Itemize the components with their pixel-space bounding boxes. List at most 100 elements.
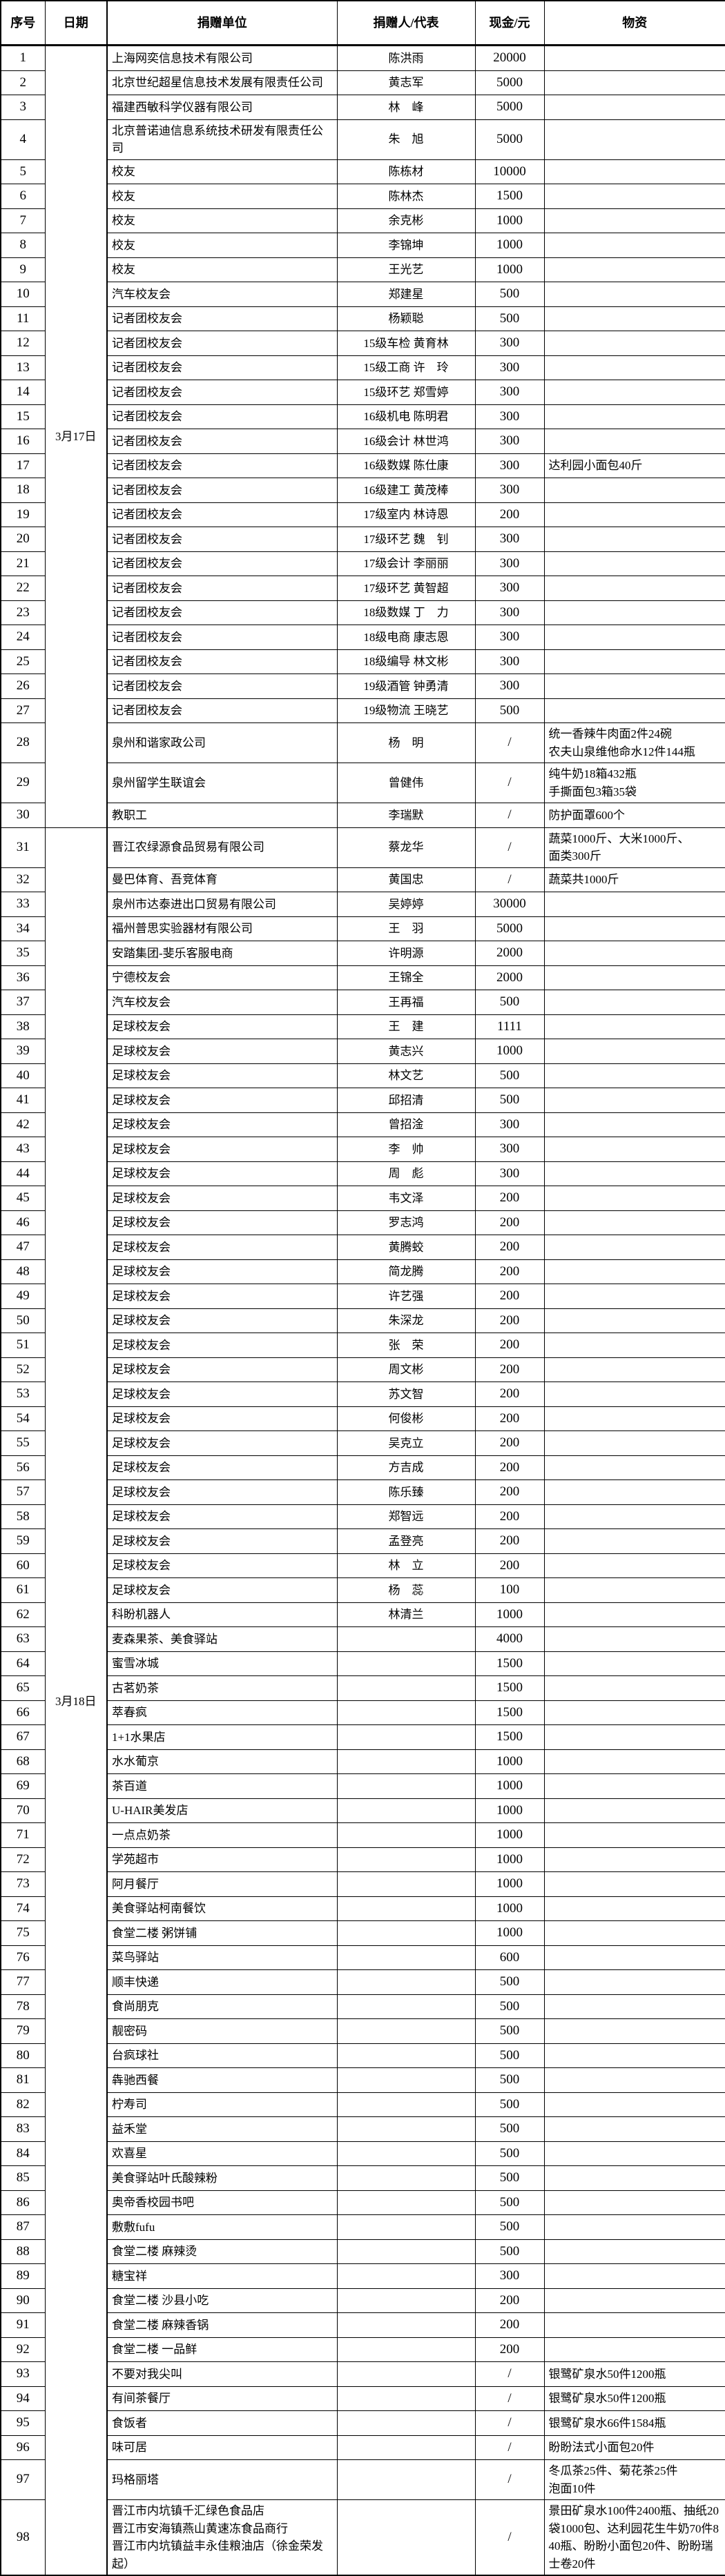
row-number-cell: 1 — [0, 45, 46, 71]
donor-unit-cell: 晋江市内坑镇千汇绿色食品店 晋江市安海镇燕山黄速冻食品商行 晋江市内坑镇益丰永佳… — [106, 2499, 338, 2576]
goods-cell — [543, 2092, 725, 2117]
donor-unit-cell: 记者团校友会 — [106, 404, 338, 429]
cash-amount-cell: 1111 — [474, 1014, 545, 1039]
donor-unit-cell: 玛格丽塔 — [106, 2459, 338, 2500]
row-number-cell: 67 — [0, 1724, 46, 1750]
row-number-cell: 8 — [0, 233, 46, 258]
goods-cell — [543, 1186, 725, 1211]
cash-amount-cell: 300 — [474, 404, 545, 429]
donor-unit-cell: 校友 — [106, 184, 338, 209]
representative-cell — [336, 2141, 476, 2166]
cash-amount-cell: 500 — [474, 698, 545, 723]
goods-cell — [543, 1161, 725, 1186]
representative-cell: 16级数媒 陈仕康 — [336, 453, 476, 478]
goods-cell — [543, 1651, 725, 1676]
table-row: 8 校友 李锦坤 1000 — [0, 233, 725, 258]
donor-unit-cell: 足球校友会 — [106, 1382, 338, 1407]
goods-cell — [543, 184, 725, 209]
table-row: 5 校友 陈栋材 10000 — [0, 159, 725, 184]
row-number-cell: 86 — [0, 2190, 46, 2215]
goods-cell — [543, 306, 725, 331]
goods-cell — [543, 1357, 725, 1382]
donor-unit-cell: 糖宝祥 — [106, 2263, 338, 2289]
table-row: 20 记者团校友会 17级环艺 魏 钊 300 — [0, 527, 725, 552]
cash-amount-cell: 500 — [474, 990, 545, 1015]
representative-cell: 张 荣 — [336, 1333, 476, 1358]
donor-unit-cell: 记者团校友会 — [106, 527, 338, 552]
representative-cell — [336, 2361, 476, 2387]
cash-amount-cell: 1000 — [474, 208, 545, 233]
donor-unit-cell: 记者团校友会 — [106, 380, 338, 405]
donor-unit-cell: 有间茶餐厅 — [106, 2386, 338, 2411]
representative-cell: 陈乐臻 — [336, 1479, 476, 1505]
row-number-cell: 47 — [0, 1235, 46, 1260]
donor-unit-cell: 记者团校友会 — [106, 674, 338, 699]
table-row: 71 一点点奶茶 1000 — [0, 1822, 725, 1848]
table-row: 24 记者团校友会 18级电商 康志恩 300 — [0, 625, 725, 650]
representative-cell: 蔡龙华 — [336, 827, 476, 868]
representative-cell: 18级数媒 丁 力 — [336, 600, 476, 625]
donor-unit-cell: 足球校友会 — [106, 1088, 338, 1113]
representative-cell — [336, 1626, 476, 1652]
table-row: 84 欢喜星 500 — [0, 2141, 725, 2166]
table-row: 69 茶百道 1000 — [0, 1773, 725, 1799]
representative-cell: 16级建工 黄茂棒 — [336, 478, 476, 503]
representative-cell: 17级室内 林诗恩 — [336, 502, 476, 527]
table-row: 96 味可居 / 盼盼法式小面包20件 — [0, 2435, 725, 2460]
donor-unit-cell: 足球校友会 — [106, 1553, 338, 1578]
table-row: 87 敷敷fufu 500 — [0, 2214, 725, 2240]
goods-cell — [543, 1088, 725, 1113]
row-number-cell: 23 — [0, 600, 46, 625]
table-row: 41 足球校友会 邱招清 500 — [0, 1088, 725, 1113]
row-number-cell: 93 — [0, 2361, 46, 2387]
row-number-cell: 68 — [0, 1749, 46, 1774]
cash-amount-cell: 200 — [474, 1333, 545, 1358]
donor-unit-cell: 足球校友会 — [106, 1430, 338, 1456]
goods-cell — [543, 1039, 725, 1064]
table-row: 44 足球校友会 周 彪 300 — [0, 1161, 725, 1186]
representative-cell — [336, 1969, 476, 1995]
cash-amount-cell: / — [474, 2499, 545, 2576]
goods-cell — [543, 1675, 725, 1701]
representative-cell: 17级环艺 魏 钊 — [336, 527, 476, 552]
cash-amount-cell: 500 — [474, 2141, 545, 2166]
table-row: 27 记者团校友会 19级物流 王晓艺 500 — [0, 698, 725, 723]
goods-cell — [543, 1969, 725, 1995]
goods-cell — [543, 1284, 725, 1309]
representative-cell: 杨 蕊 — [336, 1577, 476, 1603]
donor-unit-cell: 食尚朋克 — [106, 1994, 338, 2019]
cash-amount-cell: 500 — [474, 2018, 545, 2044]
representative-cell — [336, 2018, 476, 2044]
table-row: 88 食堂二楼 麻辣烫 500 — [0, 2239, 725, 2264]
cash-amount-cell: 200 — [474, 1186, 545, 1211]
representative-cell — [336, 1724, 476, 1750]
cash-amount-cell: 10000 — [474, 159, 545, 184]
goods-cell — [543, 698, 725, 723]
row-number-cell: 78 — [0, 1994, 46, 2019]
representative-cell — [336, 2067, 476, 2093]
cash-amount-cell: 300 — [474, 527, 545, 552]
table-row: 81 犇驰西餐 500 — [0, 2067, 725, 2093]
row-number-cell: 35 — [0, 941, 46, 966]
representative-cell — [336, 1920, 476, 1946]
cash-amount-cell: 500 — [474, 2043, 545, 2068]
representative-cell: 朱深龙 — [336, 1308, 476, 1333]
donor-unit-cell: 顺丰快递 — [106, 1969, 338, 1995]
goods-cell — [543, 1406, 725, 1431]
column-header-cash: 现金/元 — [474, 0, 545, 46]
cash-amount-cell: 200 — [474, 1382, 545, 1407]
goods-cell: 纯牛奶18箱432瓶 手撕面包3箱35袋 — [543, 763, 725, 803]
table-row: 65 古茗奶茶 1500 — [0, 1675, 725, 1701]
row-number-cell: 39 — [0, 1039, 46, 1064]
goods-cell — [543, 1920, 725, 1946]
cash-amount-cell: / — [474, 2459, 545, 2500]
table-row: 55 足球校友会 吴克立 200 — [0, 1430, 725, 1456]
row-number-cell: 73 — [0, 1871, 46, 1897]
table-row: 94 有间茶餐厅 / 银鹭矿泉水50件1200瓶 — [0, 2386, 725, 2411]
donor-unit-cell: 一点点奶茶 — [106, 1822, 338, 1848]
cash-amount-cell: 200 — [474, 1553, 545, 1578]
donor-unit-cell: 益禾堂 — [106, 2116, 338, 2142]
donor-unit-cell: 足球校友会 — [106, 1528, 338, 1554]
table-row: 4 北京普诺迪信息系统技术研发有限责任公司 朱 旭 5000 — [0, 119, 725, 160]
cash-amount-cell: 1000 — [474, 257, 545, 282]
